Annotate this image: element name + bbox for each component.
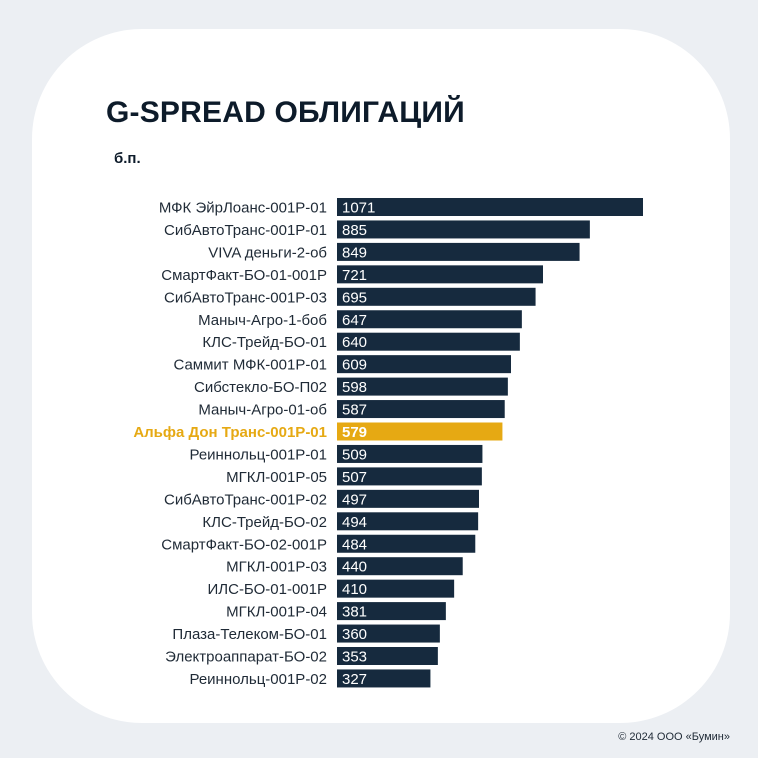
value-label: 410 bbox=[342, 581, 367, 598]
bar bbox=[337, 198, 643, 216]
bar bbox=[337, 489, 479, 508]
bar bbox=[337, 242, 580, 261]
value-label: 484 bbox=[342, 536, 367, 553]
category-label: МГКЛ-001Р-04 bbox=[226, 604, 327, 621]
bar bbox=[337, 669, 431, 688]
category-label: Саммит МФК-001Р-01 bbox=[173, 357, 327, 374]
bar bbox=[337, 220, 590, 239]
category-label: СибАвтоТранс-001Р-01 bbox=[164, 222, 327, 239]
bar bbox=[337, 557, 463, 576]
value-label: 849 bbox=[342, 244, 367, 261]
category-label: Электроаппарат-БО-02 bbox=[165, 649, 327, 666]
value-label: 1071 bbox=[342, 200, 375, 217]
category-label: СмартФакт-БО-01-001Р bbox=[161, 267, 327, 284]
value-label: 640 bbox=[342, 334, 367, 351]
bar bbox=[337, 400, 505, 419]
bar bbox=[337, 355, 511, 374]
value-label: 360 bbox=[342, 626, 367, 643]
category-label: МГКЛ-001Р-03 bbox=[226, 559, 327, 576]
category-label: СмартФакт-БО-02-001Р bbox=[161, 536, 327, 553]
category-label: СибАвтоТранс-001Р-03 bbox=[164, 289, 327, 306]
chart-title: G-SPREAD ОБЛИГАЦИЙ bbox=[106, 96, 465, 129]
unit-label: б.п. bbox=[114, 150, 141, 167]
category-label: Маныч-Агро-01-об bbox=[198, 402, 327, 419]
value-label: 721 bbox=[342, 267, 367, 284]
value-label: 587 bbox=[342, 402, 367, 419]
category-label: Плаза-Телеком-БО-01 bbox=[172, 626, 327, 643]
value-label: 440 bbox=[342, 559, 367, 576]
value-label: 598 bbox=[342, 379, 367, 396]
bar bbox=[337, 310, 522, 329]
bar bbox=[337, 647, 438, 665]
value-label: 381 bbox=[342, 604, 367, 621]
value-label: 695 bbox=[342, 289, 367, 306]
bar bbox=[337, 422, 503, 441]
bar bbox=[337, 377, 508, 396]
bar bbox=[337, 332, 520, 351]
copyright-footer: © 2024 ООО «Бумин» bbox=[618, 731, 730, 743]
category-label: VIVA деньги-2-об bbox=[208, 244, 327, 261]
category-label: Реиннольц-001Р-02 bbox=[189, 671, 327, 688]
bar bbox=[337, 579, 455, 598]
category-label: КЛС-Трейд-БО-02 bbox=[202, 514, 327, 531]
bar bbox=[337, 467, 482, 486]
value-label: 494 bbox=[342, 514, 367, 531]
category-label: МГКЛ-001Р-05 bbox=[226, 469, 327, 486]
value-label: 509 bbox=[342, 446, 367, 463]
value-label: 497 bbox=[342, 491, 367, 508]
value-label: 579 bbox=[342, 424, 367, 441]
value-label: 353 bbox=[342, 649, 367, 666]
category-label: Альфа Дон Транс-001Р-01 bbox=[133, 424, 327, 441]
category-label: СибАвтоТранс-001Р-02 bbox=[164, 491, 327, 508]
value-label: 327 bbox=[342, 671, 367, 688]
bar bbox=[337, 265, 543, 284]
bar bbox=[337, 602, 446, 621]
value-label: 885 bbox=[342, 222, 367, 239]
category-label: Сибстекло-БО-П02 bbox=[194, 379, 327, 396]
category-label: ИЛС-БО-01-001Р bbox=[207, 581, 327, 598]
category-label: КЛС-Трейд-БО-01 bbox=[202, 334, 327, 351]
value-label: 609 bbox=[342, 357, 367, 374]
bar bbox=[337, 444, 483, 463]
bar bbox=[337, 287, 536, 306]
category-label: Маныч-Агро-1-боб bbox=[198, 312, 327, 329]
value-label: 647 bbox=[342, 312, 367, 329]
category-label: МФК ЭйрЛоанс-001Р-01 bbox=[159, 200, 327, 217]
value-label: 507 bbox=[342, 469, 367, 486]
bar bbox=[337, 512, 479, 531]
category-label: Реиннольц-001Р-01 bbox=[189, 446, 327, 463]
bar bbox=[337, 624, 440, 643]
bar bbox=[337, 534, 476, 553]
